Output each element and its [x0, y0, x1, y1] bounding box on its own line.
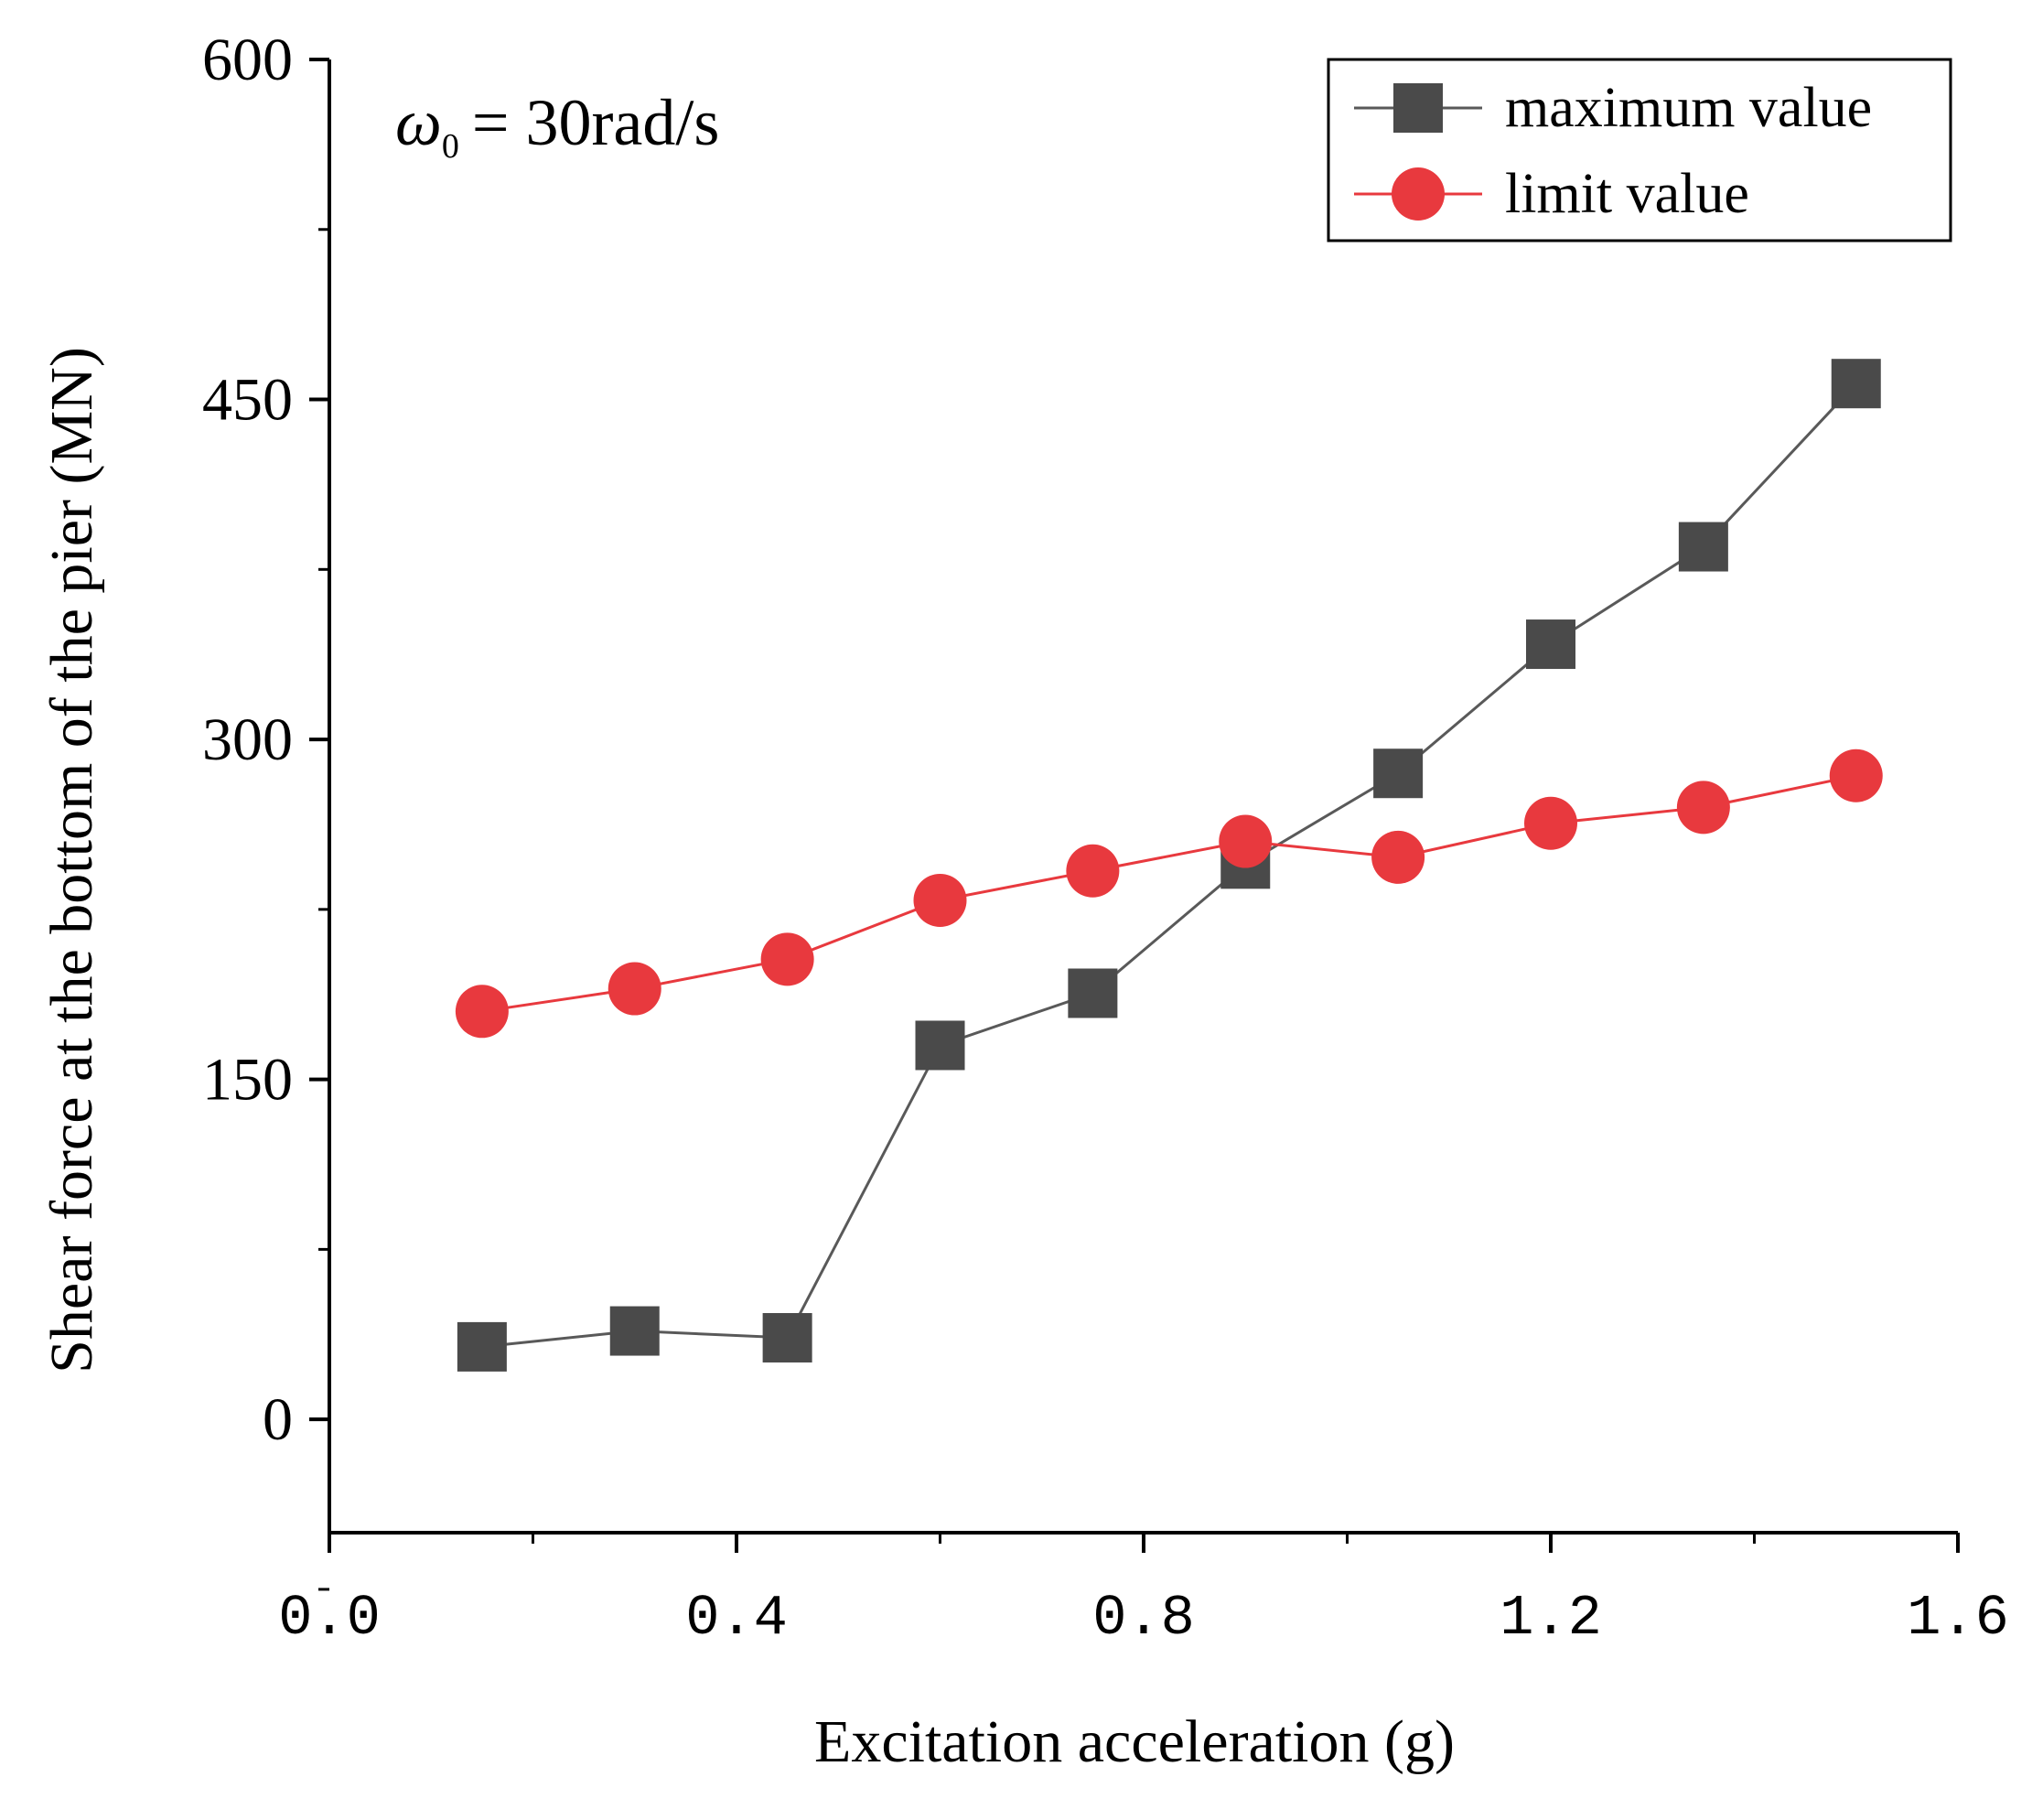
x-tick-label: 1.2 — [1500, 1586, 1602, 1651]
legend-label-limit: limit value — [1505, 163, 1749, 225]
data-point-limit — [1371, 830, 1425, 884]
data-point-limit — [760, 932, 814, 986]
x-tick-label: 0.0 — [278, 1586, 381, 1651]
data-point-limit — [1676, 781, 1730, 835]
data-point-limit — [1829, 748, 1883, 802]
y-tick-label: 300 — [202, 706, 293, 773]
data-point-maximum — [609, 1306, 660, 1356]
legend-marker-limit — [1392, 167, 1445, 221]
data-point-maximum — [1068, 968, 1118, 1018]
x-tick-label: 0.4 — [685, 1586, 788, 1651]
legend-marker-maximum — [1393, 83, 1443, 133]
annotation-subscript: 0 — [442, 127, 459, 166]
data-point-limit — [607, 962, 661, 1016]
data-point-maximum — [457, 1321, 507, 1372]
y-tick-label: 0 — [263, 1386, 293, 1453]
x-axis-label: Excitation acceleration (g) — [814, 1708, 1455, 1775]
y-tick-label: 150 — [202, 1047, 293, 1114]
annotation-text: = 30rad/s — [472, 86, 720, 159]
series-line-maximum — [481, 382, 1857, 1349]
data-point-maximum — [915, 1020, 965, 1071]
series-markers — [455, 359, 1883, 1372]
data-point-maximum — [1526, 619, 1575, 670]
data-point-limit — [913, 873, 967, 927]
y-axis-label: Shear force at the bottom of the pier (M… — [38, 347, 105, 1373]
data-point-maximum — [1373, 748, 1424, 799]
y-tick-label: 600 — [202, 27, 293, 93]
x-tick-label: 1.6 — [1907, 1586, 2009, 1651]
legend-label-maximum: maximum value — [1505, 77, 1872, 139]
data-point-limit — [1066, 844, 1120, 898]
y-tick-label: 450 — [202, 367, 293, 434]
axes: 0.0 0.4 0.8 1.2 1.6 0 150 300 450 600 — [202, 27, 2009, 1651]
data-point-maximum — [1831, 359, 1881, 409]
data-point-limit — [1524, 796, 1577, 850]
data-point-maximum — [1678, 522, 1728, 572]
data-point-limit — [455, 985, 509, 1039]
legend: maximum value limit value — [1327, 58, 1952, 242]
series-line-limit — [481, 774, 1857, 1013]
omega-annotation: ω0 = 30rad/s — [395, 86, 719, 166]
x-tick-label: 0.8 — [1092, 1586, 1195, 1651]
data-point-limit — [1219, 814, 1273, 868]
annotation-symbol: ω — [395, 86, 442, 159]
data-point-maximum — [762, 1312, 812, 1362]
series-lines — [481, 382, 1857, 1349]
